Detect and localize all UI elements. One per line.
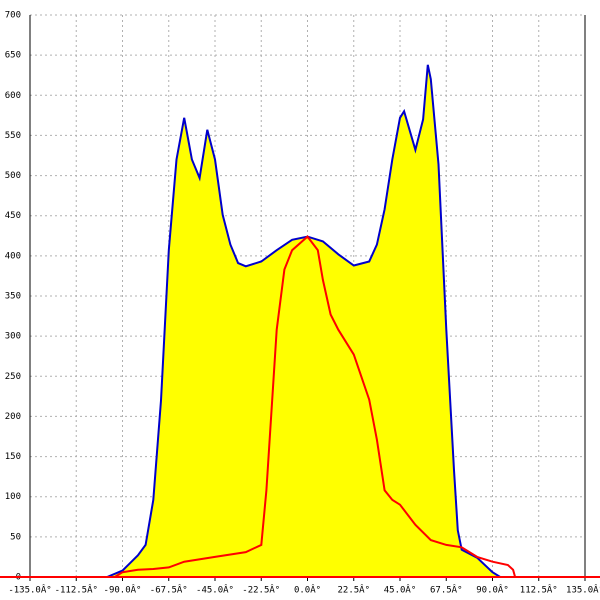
y-tick-label: 200 — [5, 412, 21, 422]
x-tick-label: 0.0Â° — [294, 584, 321, 596]
y-tick-label: 650 — [5, 51, 21, 61]
y-tick-label: 550 — [5, 131, 21, 141]
x-tick-label: 67.5Â° — [430, 584, 463, 596]
x-tick-label: -90.0Â° — [104, 584, 142, 596]
y-tick-label: 100 — [5, 492, 21, 502]
y-tick-label: 700 — [5, 11, 21, 21]
x-tick-label: -112.5Â° — [55, 584, 98, 596]
y-tick-label: 450 — [5, 211, 21, 221]
y-tick-label: 50 — [10, 532, 21, 542]
line — [106, 64, 515, 578]
y-tick-label: 500 — [5, 171, 21, 181]
x-tick-label: 45.0Â° — [384, 584, 417, 596]
y-tick-label: 300 — [5, 332, 21, 342]
y-tick-label: 350 — [5, 292, 21, 302]
y-tick-label: 150 — [5, 452, 21, 462]
x-tick-label: 22.5Â° — [337, 584, 370, 596]
x-tick-label: 90.0Â° — [476, 584, 509, 596]
x-tick-label: -135.0Â° — [8, 584, 51, 596]
x-tick-label: -22.5Â° — [242, 584, 280, 596]
line — [114, 235, 517, 578]
y-tick-label: 250 — [5, 372, 21, 382]
area-fill — [107, 64, 515, 578]
x-tick-label: -67.5Â° — [150, 584, 188, 596]
x-tick-label: 112.5Â° — [520, 584, 558, 596]
y-tick-label: 600 — [5, 91, 21, 101]
x-tick-label: 135.0Â° — [566, 584, 600, 596]
x-tick-label: -45.0Â° — [196, 584, 234, 596]
y-tick-label: 400 — [5, 251, 21, 261]
